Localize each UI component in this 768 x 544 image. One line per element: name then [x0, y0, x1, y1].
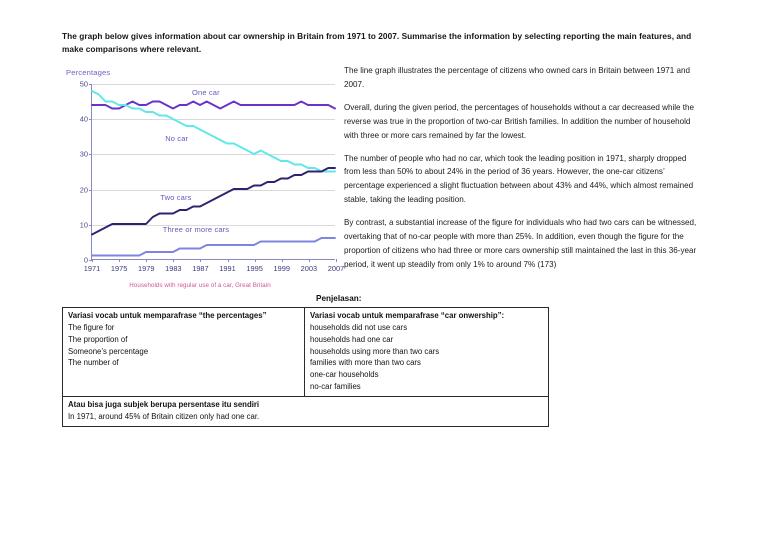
x-axis-tick-mark [254, 259, 256, 262]
x-axis-tick-mark [227, 259, 229, 262]
list-item: households did not use cars [310, 322, 408, 332]
vocab-alternative-example: In 1971, around 45% of Britain citizen o… [68, 411, 260, 421]
table-row: Atau bisa juga subjek berupa persentase … [62, 395, 549, 427]
chart-axis-title: Percentages [66, 68, 111, 77]
gridline [92, 119, 335, 121]
y-axis-tick-label: 10 [79, 220, 88, 230]
y-axis-tick-mark [89, 224, 92, 226]
chart-series-layer [92, 84, 335, 259]
gridline [92, 154, 335, 156]
series-line-no-car [92, 91, 335, 172]
gridline [92, 189, 335, 191]
x-axis-tick-label: 1983 [165, 264, 182, 273]
x-axis-tick-label: 1999 [273, 264, 290, 273]
line-chart: Percentages 0 10 20 30 40 50 1971 1975 1979 1983… [60, 68, 344, 300]
list-item: households using more than two cars [310, 346, 440, 356]
table-row: Variasi vocab untuk memparafrase “the pe… [62, 307, 549, 397]
chart-caption: Households with regular use of a car, Gr… [129, 282, 271, 289]
x-axis-tick-mark [308, 259, 310, 262]
x-axis-tick-mark [119, 259, 121, 262]
vocab-percentages-cell: Variasi vocab untuk memparafrase “the pe… [62, 307, 305, 397]
x-axis-tick-mark [281, 259, 283, 262]
chart-plot-area: 0 10 20 30 40 50 1971 1975 1979 1983 1987 1991 1995… [80, 80, 344, 274]
x-axis-tick-label: 2003 [300, 264, 318, 273]
series-line-one-car [92, 102, 335, 109]
vocab-alternative-header: Atau bisa juga subjek berupa persentase … [68, 399, 260, 409]
list-item: The number of [68, 358, 119, 368]
x-axis-tick-label: 1987 [192, 264, 209, 273]
x-axis-tick-label: 1991 [219, 264, 236, 273]
y-axis-tick-mark [89, 189, 92, 191]
vocab-table: Variasi vocab untuk memparafrase “the pe… [62, 307, 549, 427]
x-axis-tick-label: 1971 [83, 264, 101, 273]
essay-paragraph-4: By contrast, a substantial increase of t… [344, 218, 697, 269]
series-label-two-cars: Two cars [160, 193, 192, 203]
vocab-ownership-header: Variasi vocab untuk memparafrase “car on… [310, 311, 505, 320]
x-axis-tick-mark [92, 259, 93, 262]
x-axis-tick-mark [173, 259, 175, 262]
series-line-three-or-more-cars [92, 238, 335, 256]
x-axis-tick-mark [200, 259, 202, 262]
y-axis-tick-mark [89, 154, 92, 156]
y-axis-tick-label: 40 [79, 114, 88, 124]
list-item: Someone’s percentage [68, 346, 149, 356]
y-axis-tick-mark [89, 119, 92, 121]
x-axis-tick-mark [336, 259, 337, 262]
essay-paragraph-2: Overall, during the given period, the pe… [344, 102, 695, 140]
list-item: The figure for [68, 322, 115, 332]
list-item: families with more than two cars [310, 358, 421, 368]
y-axis-tick-label: 30 [79, 149, 88, 159]
vocab-percentages-header: Variasi vocab untuk memparafrase “the pe… [68, 311, 267, 320]
task-prompt: The graph below gives information about … [62, 31, 692, 55]
essay-paragraph-1: The line graph illustrates the percentag… [344, 66, 690, 89]
x-axis-tick-mark [146, 259, 148, 262]
vocab-alternative-cell: Atau bisa juga subjek berupa persentase … [62, 395, 549, 427]
x-axis-tick-label: 1979 [137, 264, 155, 273]
gridline [92, 84, 335, 85]
series-label-one-car: One car [192, 87, 220, 97]
x-axis-tick-label: 2007 [327, 264, 345, 273]
y-axis-tick-label: 0 [83, 255, 88, 265]
x-axis-tick-label: 1995 [246, 264, 263, 273]
penjelasan-heading: Penjelasan: [316, 294, 362, 303]
series-label-three-or-more-cars: Three or more cars [162, 225, 230, 235]
y-axis-tick-mark [89, 260, 92, 261]
y-axis-tick-label: 50 [79, 79, 88, 89]
y-axis-tick-label: 20 [79, 185, 88, 195]
x-axis-tick-label: 1975 [110, 264, 128, 273]
essay-paragraph-3: The number of people who had no car, whi… [344, 153, 694, 205]
series-line-two-cars [92, 168, 335, 235]
list-item: households had one car [310, 334, 394, 344]
gridline [92, 224, 335, 226]
series-label-no-car: No car [165, 133, 189, 143]
list-item: The proportion of [68, 334, 128, 344]
essay-body: The line graph illustrates the percentag… [344, 64, 704, 281]
list-item: no-car families [310, 382, 361, 392]
vocab-ownership-cell: Variasi vocab untuk memparafrase “car on… [304, 307, 549, 397]
list-item: one-car households [310, 370, 379, 380]
y-axis-tick-mark [89, 84, 92, 85]
